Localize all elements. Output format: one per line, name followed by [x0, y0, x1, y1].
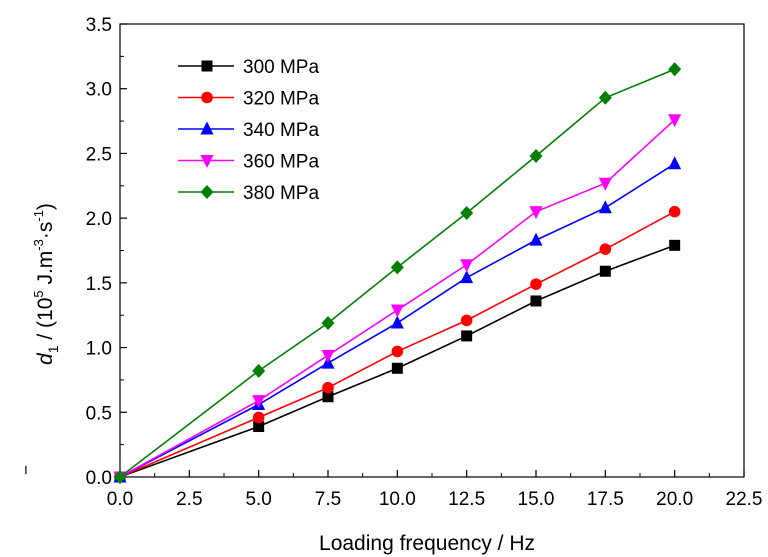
data-point — [322, 391, 334, 403]
plot-area — [119, 23, 745, 478]
x-axis-title: Loading frequency / Hz — [319, 532, 535, 555]
x-tick-label: 12.5 — [448, 489, 485, 510]
data-point — [668, 205, 681, 218]
y-axis-exp-m3: -3 — [31, 239, 46, 251]
data-point — [391, 362, 403, 374]
data-point — [460, 259, 474, 273]
legend-label: 320 MPa — [243, 89, 319, 110]
y-tick-label: 0.5 — [86, 403, 112, 424]
data-point — [599, 265, 611, 277]
data-point — [253, 421, 265, 433]
y-tick-label: 2.5 — [86, 144, 112, 165]
x-tick-label: 15.0 — [518, 489, 555, 510]
data-point — [460, 270, 474, 284]
legend-marker — [200, 155, 214, 168]
y-axis-exp5: 5 — [31, 290, 46, 297]
data-point — [461, 330, 473, 342]
y-tick-label: 0.0 — [86, 468, 112, 489]
data-point — [599, 243, 612, 256]
x-axis-ticks: 0.0 2.5 5.0 7.5 10.0 12.5 15.0 17.5 20.0 22.5 — [107, 470, 763, 510]
y-axis-ticks: 0.0 0.5 1.0 1.5 2.0 2.5 3.0 3.5 — [86, 15, 127, 489]
data-point — [460, 314, 473, 327]
plot-frame — [119, 23, 745, 478]
x-tick-label: 10.0 — [379, 489, 416, 510]
y-tick-label: 3.5 — [86, 15, 112, 36]
y-axis-bar: ‾ — [24, 466, 47, 475]
x-tick-label: 20.0 — [656, 489, 693, 510]
data-point — [391, 345, 404, 358]
data-point — [529, 232, 543, 246]
legend-label: 340 MPa — [243, 120, 319, 141]
data-point — [252, 395, 266, 409]
legend-item: 300 MPa — [178, 57, 319, 78]
data-point — [252, 411, 265, 424]
y-tick-label: 1.0 — [86, 339, 112, 360]
x-tick-label: 7.5 — [315, 489, 341, 510]
legend-marker — [200, 185, 214, 199]
legend-item: 360 MPa — [178, 152, 319, 173]
x-tick-label: 2.5 — [176, 489, 202, 510]
series-line — [119, 119, 676, 478]
series-line — [119, 210, 676, 478]
x-tick-label: 5.0 — [245, 489, 271, 510]
series-line — [119, 163, 676, 478]
svg-text:d1 / (105 J.m-3·s-1): d1 / (105 J.m-3·s-1) — [31, 203, 61, 365]
series-layer — [113, 62, 682, 485]
y-axis-sep: / (10 — [34, 298, 57, 346]
data-point — [598, 200, 612, 214]
series-line — [119, 68, 675, 478]
legend: 300 MPa 320 MPa 340 MPa 360 MPa 380 MPa — [178, 57, 319, 204]
y-axis-unit-s: ·s — [34, 222, 57, 240]
series-380-mpa — [113, 62, 682, 484]
y-axis-exp-m1: -1 — [31, 210, 46, 222]
data-point — [321, 315, 335, 330]
data-point — [598, 177, 612, 191]
legend-marker — [200, 121, 214, 135]
legend-item: 380 MPa — [178, 183, 319, 204]
y-tick-label: 2.0 — [86, 209, 112, 230]
data-point — [668, 156, 682, 170]
data-point — [668, 62, 682, 77]
data-point — [321, 349, 335, 363]
data-point — [669, 239, 681, 251]
series-line — [119, 244, 675, 478]
data-point — [322, 381, 334, 394]
data-point — [529, 149, 543, 164]
legend-marker — [201, 91, 213, 104]
y-axis-subscript: 1 — [45, 345, 61, 353]
data-point — [460, 205, 474, 220]
legend-label: 300 MPa — [243, 57, 319, 78]
y-axis-symbol: d — [34, 352, 57, 365]
legend-marker — [201, 60, 213, 72]
y-tick-label: 3.0 — [86, 80, 112, 101]
data-point — [668, 114, 682, 128]
data-point — [390, 304, 404, 318]
y-axis-unit-mid: J.m — [34, 251, 57, 291]
data-point — [529, 206, 543, 220]
data-point — [598, 90, 612, 105]
legend-label: 380 MPa — [243, 183, 319, 204]
series-320-mpa — [114, 205, 681, 483]
y-tick-label: 1.5 — [86, 274, 112, 295]
data-point — [530, 295, 542, 307]
y-axis-title: d1 / (105 J.m-3·s-1) ‾ — [24, 203, 61, 474]
data-point — [252, 363, 266, 378]
data-point — [530, 278, 542, 290]
series-360-mpa — [113, 114, 682, 485]
y-axis-close: ) — [34, 203, 57, 210]
data-point — [390, 260, 404, 275]
data-point — [390, 315, 404, 329]
legend-item: 320 MPa — [178, 89, 319, 110]
x-tick-label: 22.5 — [726, 489, 763, 510]
series-300-mpa — [114, 239, 681, 483]
legend-item: 340 MPa — [178, 120, 319, 141]
x-tick-label: 17.5 — [587, 489, 624, 510]
legend-label: 360 MPa — [243, 152, 319, 173]
x-tick-label: 0.0 — [107, 489, 133, 510]
data-point — [113, 470, 127, 484]
